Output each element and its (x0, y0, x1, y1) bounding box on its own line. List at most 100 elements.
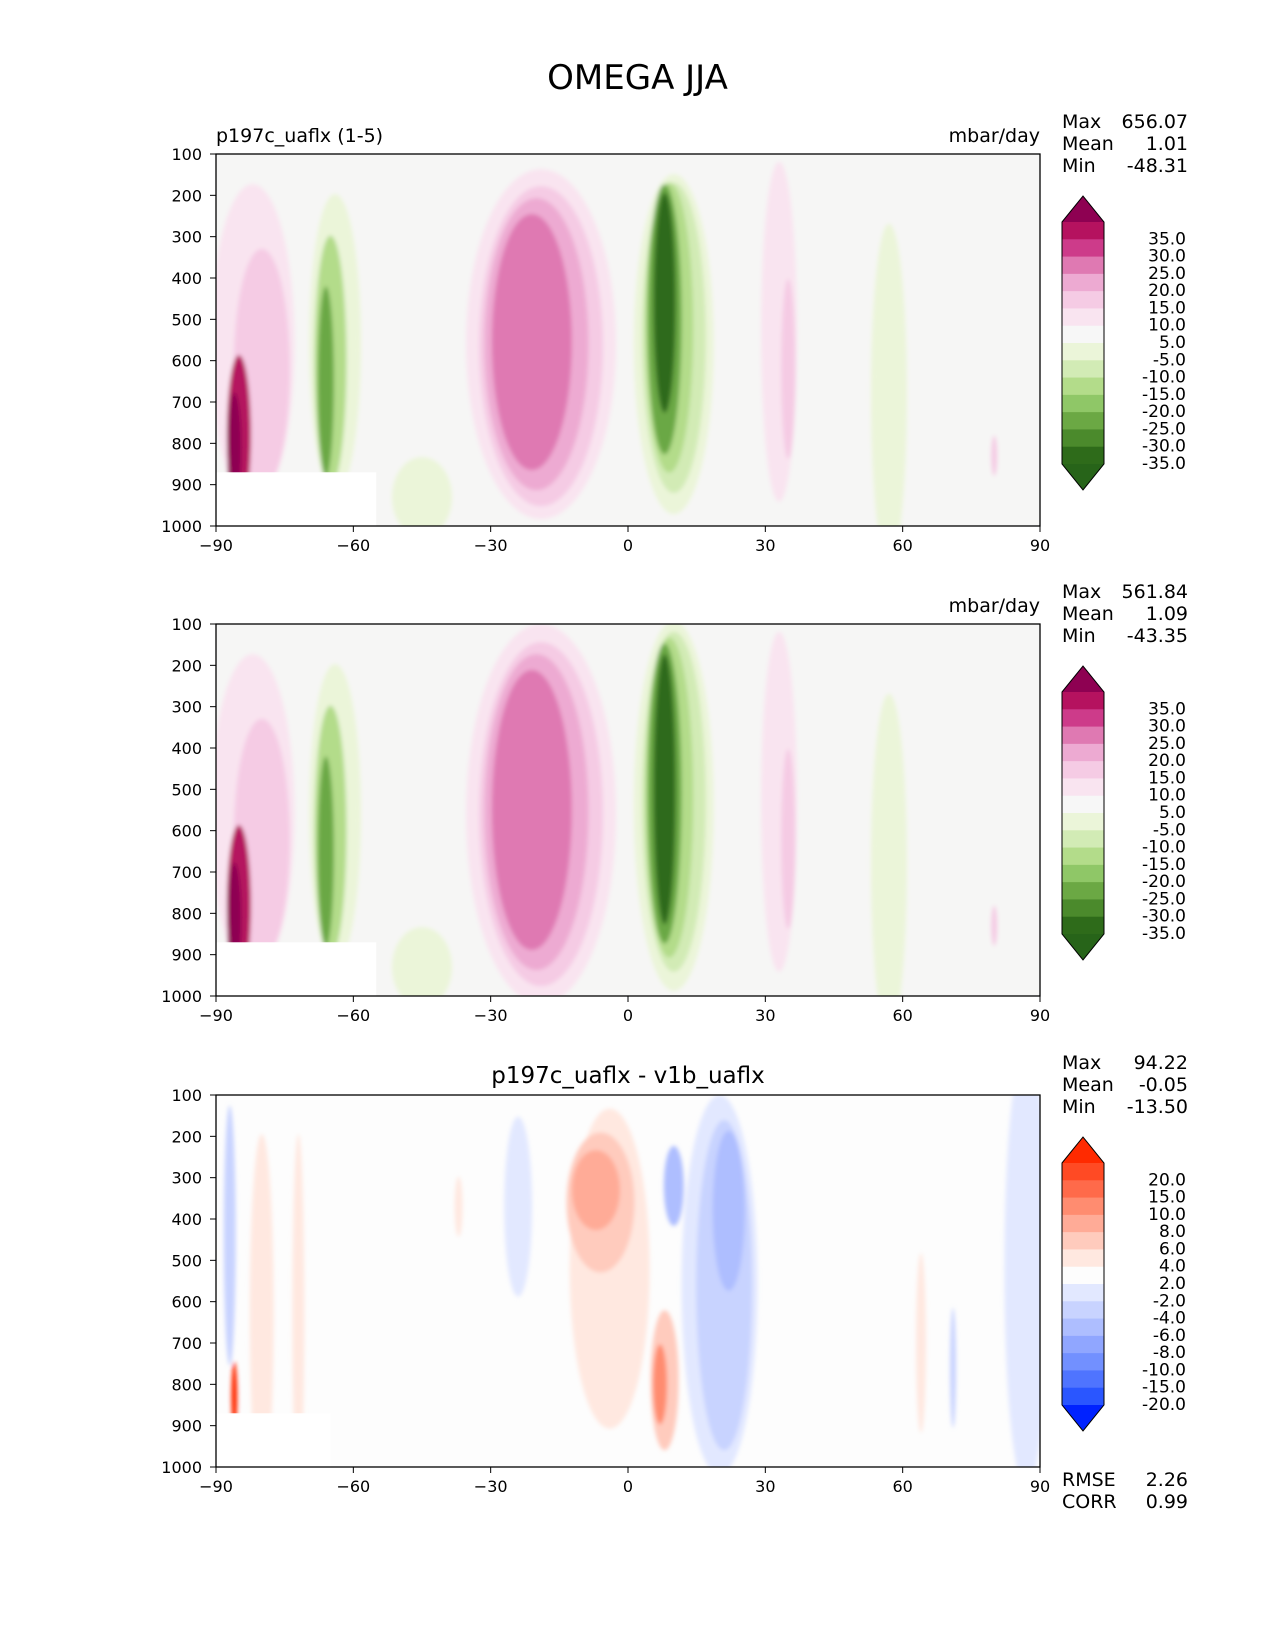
colorbar-label: 4.0 (1159, 1257, 1186, 1277)
x-tick-label: 0 (623, 1006, 633, 1025)
colorbar-label: -6.0 (1153, 1326, 1186, 1346)
colorbar-segment (1062, 343, 1104, 361)
colorbar-label: 8.0 (1159, 1222, 1186, 1242)
rmse-label: RMSE (1062, 1469, 1116, 1491)
ascent-band-35 (653, 654, 676, 925)
stat-label: Max (1062, 111, 1101, 133)
y-tick-label: 400 (171, 739, 202, 758)
ascent-60n (870, 693, 907, 996)
ascent-south-30 (317, 756, 334, 947)
field-shapes (216, 624, 998, 996)
x-tick-label: 90 (1030, 1006, 1050, 1025)
colorbar-segment (1062, 882, 1104, 900)
y-tick-label: 500 (171, 1251, 202, 1270)
colorbar-label: 35.0 (1148, 229, 1186, 249)
ascent-shallow (392, 457, 452, 526)
colorbar-label: 15.0 (1148, 1188, 1186, 1208)
contour-field (216, 154, 1040, 526)
y-tick-label: 700 (171, 393, 202, 412)
colorbar-label: -30.0 (1142, 907, 1186, 927)
colorbar-segment (1062, 1266, 1104, 1285)
y-tick-label: 500 (171, 310, 202, 329)
colorbar-label: 5.0 (1159, 803, 1186, 823)
y-tick-label: 100 (171, 1086, 202, 1105)
stat-label: Max (1062, 1052, 1101, 1074)
y-tick-label: 500 (171, 780, 202, 799)
stat-value: -13.50 (1127, 1096, 1188, 1118)
colorbar-label: 5.0 (1159, 333, 1186, 353)
diff-positive-64n (915, 1253, 926, 1433)
colorbar-extend-bottom (1062, 464, 1104, 490)
x-tick-label: 60 (892, 536, 912, 555)
colorbar-label: -5.0 (1153, 350, 1186, 370)
field-shapes (216, 161, 998, 526)
colorbar-label: 30.0 (1148, 247, 1186, 267)
ascent-60n (870, 223, 907, 526)
stat-label: Min (1062, 625, 1096, 647)
colorbar-label: -25.0 (1142, 889, 1186, 909)
y-tick-label: 600 (171, 822, 202, 841)
colorbar-label: -35.0 (1142, 454, 1186, 474)
colorbar-label: -25.0 (1142, 419, 1186, 439)
x-tick-label: −30 (474, 1006, 508, 1025)
colorbar-segment (1062, 377, 1104, 396)
descent-80n (991, 905, 998, 946)
x-tick-label: −90 (199, 1006, 233, 1025)
colorbar-label: 25.0 (1148, 264, 1186, 284)
colorbar-label: -10.0 (1142, 1360, 1186, 1380)
y-tick-label: 400 (171, 269, 202, 288)
stat-value: -43.35 (1127, 625, 1188, 647)
y-tick-label: 1000 (161, 987, 202, 1006)
diff-negative-6 (712, 1130, 745, 1291)
y-tick-label: 700 (171, 1334, 202, 1353)
colorbar-label: -10.0 (1142, 368, 1186, 388)
colorbar-segment (1062, 394, 1104, 413)
colorbar-label: 2.0 (1159, 1274, 1186, 1294)
panel-left-title: p197c_uaflx (1-5) (216, 125, 383, 147)
y-tick-label: 700 (171, 863, 202, 882)
colorbar-label: 20.0 (1148, 281, 1186, 301)
colorbar-label: -30.0 (1142, 437, 1186, 457)
stat-label: Min (1062, 155, 1096, 177)
colorbar-label: -15.0 (1142, 855, 1186, 875)
colorbar-segment (1062, 1284, 1104, 1302)
colorbar-segment (1062, 325, 1104, 344)
colorbar-segment (1062, 743, 1104, 762)
x-tick-label: −60 (336, 1006, 370, 1025)
colorbar-label: -4.0 (1153, 1309, 1186, 1329)
y-tick-label: 200 (171, 1127, 202, 1146)
colorbar-label: -15.0 (1142, 385, 1186, 405)
corr-value: 0.99 (1146, 1491, 1188, 1513)
topography-mask (216, 1413, 331, 1467)
colorbar-label: 15.0 (1148, 768, 1186, 788)
diff-positive-low-8 (653, 1344, 668, 1425)
colorbar-label: -20.0 (1142, 872, 1186, 892)
diff-positive-37s (454, 1176, 463, 1237)
colorbar-label: 15.0 (1148, 298, 1186, 318)
colorbar-label: 20.0 (1148, 1170, 1186, 1190)
colorbar-label: -2.0 (1153, 1291, 1186, 1311)
stat-label: Max (1062, 581, 1101, 603)
x-tick-label: 0 (623, 1477, 633, 1496)
colorbar-label: -20.0 (1142, 402, 1186, 422)
colorbar-segment (1062, 1197, 1104, 1216)
stat-value: 94.22 (1134, 1052, 1188, 1074)
stat-value: -48.31 (1127, 155, 1188, 177)
y-tick-label: 400 (171, 1210, 202, 1229)
diff-negative-north (1004, 1095, 1040, 1467)
colorbar-segment (1062, 1318, 1104, 1337)
y-tick-label: 600 (171, 352, 202, 371)
colorbar-label: -5.0 (1153, 820, 1186, 840)
diff-positive-south (249, 1134, 274, 1467)
diff-negative-small (663, 1145, 684, 1226)
colorbar-segment (1062, 761, 1104, 779)
stat-label: Mean (1062, 1074, 1114, 1096)
x-tick-label: 30 (755, 1006, 775, 1025)
colorbar-label: -10.0 (1142, 838, 1186, 858)
y-tick-label: 900 (171, 1417, 202, 1436)
colorbar-segment (1062, 222, 1104, 240)
colorbar-segment (1062, 1249, 1104, 1268)
topography-mask (216, 942, 377, 996)
